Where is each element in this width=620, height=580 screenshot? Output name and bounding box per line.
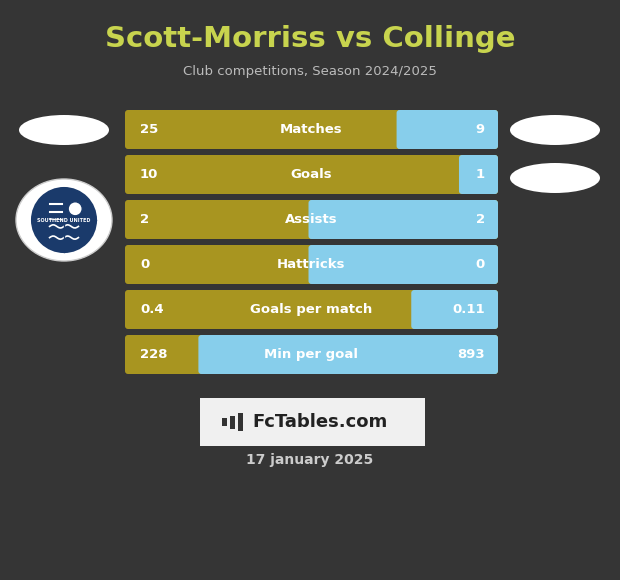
Text: 9: 9 xyxy=(476,123,485,136)
FancyBboxPatch shape xyxy=(125,200,498,239)
Text: Assists: Assists xyxy=(285,213,338,226)
Text: 1: 1 xyxy=(476,168,485,181)
Text: 0.4: 0.4 xyxy=(140,303,164,316)
FancyBboxPatch shape xyxy=(309,245,498,284)
FancyBboxPatch shape xyxy=(125,155,498,194)
Text: Goals per match: Goals per match xyxy=(250,303,373,316)
Ellipse shape xyxy=(16,179,112,261)
Text: 893: 893 xyxy=(458,348,485,361)
Text: 0: 0 xyxy=(476,258,485,271)
Text: 10: 10 xyxy=(140,168,158,181)
Text: FcTables.com: FcTables.com xyxy=(253,413,388,431)
Text: 0: 0 xyxy=(140,258,149,271)
FancyBboxPatch shape xyxy=(125,110,498,149)
Text: 25: 25 xyxy=(140,123,158,136)
Text: 2: 2 xyxy=(140,213,149,226)
Text: 0.11: 0.11 xyxy=(453,303,485,316)
Text: 2: 2 xyxy=(476,213,485,226)
Text: Matches: Matches xyxy=(280,123,343,136)
Circle shape xyxy=(32,188,96,252)
Text: Hattricks: Hattricks xyxy=(277,258,346,271)
FancyBboxPatch shape xyxy=(309,200,498,239)
FancyBboxPatch shape xyxy=(459,155,498,194)
Text: Min per goal: Min per goal xyxy=(265,348,358,361)
Text: 228: 228 xyxy=(140,348,167,361)
FancyBboxPatch shape xyxy=(397,110,498,149)
FancyBboxPatch shape xyxy=(411,290,498,329)
Text: Club competitions, Season 2024/2025: Club competitions, Season 2024/2025 xyxy=(183,65,437,78)
Ellipse shape xyxy=(510,163,600,193)
FancyBboxPatch shape xyxy=(238,413,243,431)
Text: Goals: Goals xyxy=(291,168,332,181)
FancyBboxPatch shape xyxy=(125,335,498,374)
FancyBboxPatch shape xyxy=(125,290,498,329)
Wedge shape xyxy=(32,188,96,220)
Text: Scott-Morriss vs Collinge: Scott-Morriss vs Collinge xyxy=(105,25,515,53)
Circle shape xyxy=(68,202,82,216)
FancyBboxPatch shape xyxy=(125,245,498,284)
Ellipse shape xyxy=(19,115,109,145)
Ellipse shape xyxy=(510,115,600,145)
Text: 17 january 2025: 17 january 2025 xyxy=(246,453,374,467)
FancyBboxPatch shape xyxy=(198,335,498,374)
FancyBboxPatch shape xyxy=(230,415,235,429)
Text: SOUTHEND UNITED: SOUTHEND UNITED xyxy=(37,218,91,223)
Wedge shape xyxy=(32,220,96,252)
FancyBboxPatch shape xyxy=(200,398,425,446)
FancyBboxPatch shape xyxy=(222,418,227,426)
